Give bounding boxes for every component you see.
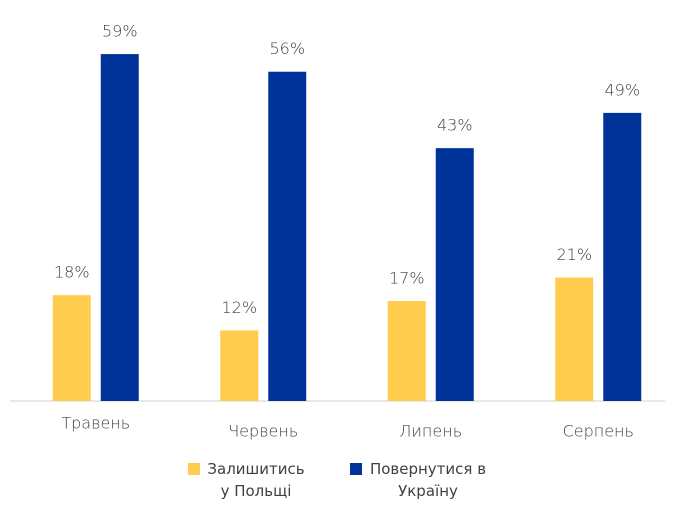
data-label: 21%: [556, 245, 592, 264]
data-label: 49%: [604, 80, 640, 99]
bar: [268, 71, 307, 401]
data-label: 18%: [54, 263, 90, 282]
bar: [387, 301, 426, 401]
data-label: 43%: [437, 116, 473, 135]
x-tick-label: Серпень: [563, 422, 634, 441]
legend-label: Повернутися в Україну: [369, 460, 487, 500]
bar: [220, 330, 259, 401]
legend-label: Залишитись у Польщі: [207, 460, 305, 500]
data-label: 56%: [269, 39, 305, 58]
data-label: 59%: [102, 22, 138, 41]
legend-item: Залишитись у Польщі: [188, 458, 306, 502]
x-tick-label: Травень: [61, 414, 130, 433]
bar: [52, 295, 91, 401]
x-tick-label: Липень: [399, 422, 462, 441]
bar: [555, 277, 594, 401]
legend-swatch: [188, 463, 200, 475]
x-tick-label: Червень: [228, 422, 298, 441]
data-label: 17%: [389, 269, 425, 288]
bar: [435, 148, 474, 401]
data-label: 12%: [221, 298, 257, 317]
legend-swatch: [350, 463, 362, 475]
legend-item: Повернутися в Україну: [350, 458, 488, 502]
bar: [100, 54, 139, 402]
bar: [603, 112, 642, 401]
